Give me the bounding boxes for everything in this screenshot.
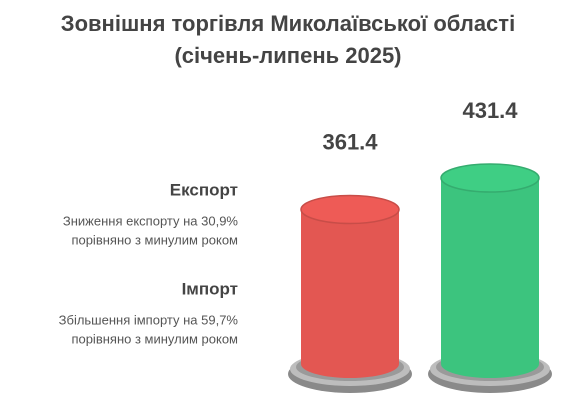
category-label: Імпорт [182, 279, 238, 298]
chart-subtitle: (січень-липень 2025) [174, 43, 401, 68]
category-description: порівняно з минулим роком [71, 232, 238, 247]
chart-title: Зовнішня торгівля Миколаївської області [61, 11, 515, 36]
value-label: 361.4 [322, 129, 378, 154]
cylinder-top [300, 194, 400, 225]
value-label: 431.4 [462, 98, 518, 123]
category-description: Зниження експорту на 30,9% [63, 213, 239, 228]
category-description: Збільшення імпорту на 59,7% [59, 312, 239, 327]
category-description: порівняно з минулим роком [71, 331, 238, 346]
cylinder-top [440, 163, 540, 193]
cylinder-body [301, 209, 399, 378]
category-label: Експорт [170, 180, 238, 199]
cylinder-body [441, 178, 539, 378]
